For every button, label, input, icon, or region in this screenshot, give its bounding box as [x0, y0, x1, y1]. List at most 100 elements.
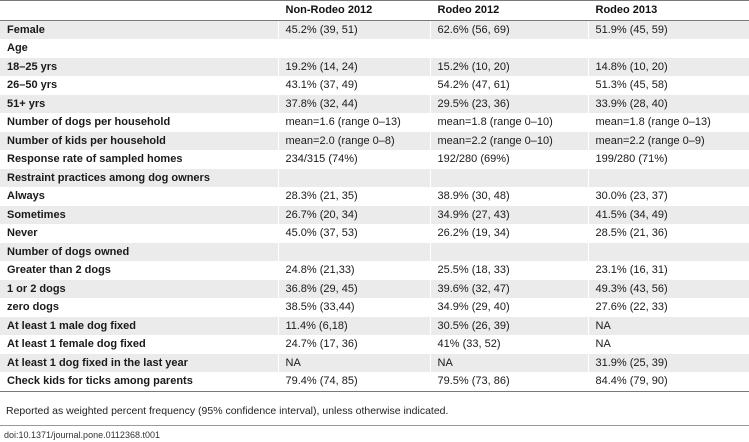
table-row: At least 1 dog fixed in the last year NA N…	[0, 353, 749, 372]
table-row: At least 1 female dog fixed 24.7% (17, 36…	[0, 335, 749, 354]
table-row: 1 or 2 dogs 36.8% (29, 45) 39.6% (32, 47) 4…	[0, 279, 749, 298]
row-label-cell: 26–50 yrs	[0, 76, 278, 95]
value-cell: 24.8% (21,33)	[277, 261, 430, 280]
value-cell: 11.4% (6,18)	[277, 316, 430, 335]
row-label-cell: Greater than 2 dogs	[0, 261, 278, 280]
row-label-cell: Check kids for ticks among parents	[0, 372, 278, 392]
table-row: 51+ yrs 37.8% (32, 44) 29.5% (23, 36) 33.9%…	[0, 94, 749, 113]
value-cell: 30.0% (23, 37)	[587, 187, 749, 206]
value-cell: 28.5% (21, 36)	[587, 224, 749, 243]
value-cell: 84.4% (79, 90)	[587, 372, 749, 392]
table-row: Number of dogs per household mean=1.6 (ra…	[0, 113, 749, 132]
value-cell: 51.9% (45, 59)	[587, 20, 749, 39]
value-cell: 28.3% (21, 35)	[277, 187, 430, 206]
table-row: Never 45.0% (37, 53) 26.2% (19, 34) 28.5% (…	[0, 224, 749, 243]
value-cell: 34.9% (27, 43)	[429, 205, 588, 224]
row-label-cell: Restraint practices among dog owners	[0, 168, 278, 187]
row-label-cell: 51+ yrs	[0, 94, 278, 113]
value-cell	[277, 39, 430, 58]
row-label-cell: At least 1 dog fixed in the last year	[0, 353, 278, 372]
value-cell: 49.3% (43, 56)	[587, 279, 749, 298]
value-cell: 30.5% (26, 39)	[429, 316, 588, 335]
row-label-cell: At least 1 male dog fixed	[0, 316, 278, 335]
row-label-cell: At least 1 female dog fixed	[0, 335, 278, 354]
value-cell: 15.2% (10, 20)	[429, 57, 588, 76]
row-label-cell: Never	[0, 224, 278, 243]
table-row: At least 1 male dog fixed 11.4% (6,18) 30.…	[0, 316, 749, 335]
value-cell: mean=1.8 (range 0–13)	[587, 113, 749, 132]
row-label-cell: Number of kids per household	[0, 131, 278, 150]
value-cell: 26.7% (20, 34)	[277, 205, 430, 224]
table-row: Always 28.3% (21, 35) 38.9% (30, 48) 30.0% …	[0, 187, 749, 206]
table-row: zero dogs 38.5% (33,44) 34.9% (29, 40) 27.6…	[0, 298, 749, 317]
value-cell: 79.4% (74, 85)	[277, 372, 430, 392]
value-cell: mean=1.8 (range 0–10)	[429, 113, 588, 132]
value-cell: mean=2.0 (range 0–8)	[277, 131, 430, 150]
table-row: Greater than 2 dogs 24.8% (21,33) 25.5% (1…	[0, 261, 749, 280]
value-cell	[587, 39, 749, 58]
value-cell: 199/280 (71%)	[587, 150, 749, 169]
value-cell: 38.9% (30, 48)	[429, 187, 588, 206]
value-cell: 38.5% (33,44)	[277, 298, 430, 317]
value-cell: 62.6% (56, 69)	[429, 20, 588, 39]
row-label-cell: Sometimes	[0, 205, 278, 224]
table-row: Age	[0, 39, 749, 58]
value-cell	[587, 168, 749, 187]
value-cell: mean=1.6 (range 0–13)	[277, 113, 430, 132]
value-cell: 79.5% (73, 86)	[429, 372, 588, 392]
value-cell: 41% (33, 52)	[429, 335, 588, 354]
value-cell: 192/280 (69%)	[429, 150, 588, 169]
value-cell: 33.9% (28, 40)	[587, 94, 749, 113]
value-cell: mean=2.2 (range 0–10)	[429, 131, 588, 150]
value-cell: 45.0% (37, 53)	[277, 224, 430, 243]
value-cell: 51.3% (45, 58)	[587, 76, 749, 95]
value-cell: 41.5% (34, 49)	[587, 205, 749, 224]
row-label-cell: zero dogs	[0, 298, 278, 317]
value-cell	[277, 242, 430, 261]
value-cell: 34.9% (29, 40)	[429, 298, 588, 317]
value-cell: 36.8% (29, 45)	[277, 279, 430, 298]
value-cell: NA	[429, 353, 588, 372]
table-row: Female 45.2% (39, 51) 62.6% (56, 69) 51.9% …	[0, 20, 749, 39]
value-cell: 45.2% (39, 51)	[277, 20, 430, 39]
value-cell: 23.1% (16, 31)	[587, 261, 749, 280]
value-cell: 31.9% (25, 39)	[587, 353, 749, 372]
value-cell: NA	[587, 316, 749, 335]
data-table: Non-Rodeo 2012 Rodeo 2012 Rodeo 2013 Fem…	[0, 0, 749, 392]
value-cell: 27.6% (22, 33)	[587, 298, 749, 317]
value-cell: 25.5% (18, 33)	[429, 261, 588, 280]
row-label-cell: Number of dogs owned	[0, 242, 278, 261]
value-cell	[277, 168, 430, 187]
value-cell: 19.2% (14, 24)	[277, 57, 430, 76]
value-cell: 234/315 (74%)	[277, 150, 430, 169]
value-cell: mean=2.2 (range 0–9)	[587, 131, 749, 150]
header-cell-rodeo-2012: Rodeo 2012	[429, 0, 588, 21]
table-row: Check kids for ticks among parents 79.4% …	[0, 372, 749, 392]
value-cell	[587, 242, 749, 261]
table-row: Number of kids per household mean=2.0 (ra…	[0, 131, 749, 150]
row-label-cell: Female	[0, 20, 278, 39]
row-label-cell: Always	[0, 187, 278, 206]
row-label-cell: Response rate of sampled homes	[0, 150, 278, 169]
footer-divider	[0, 425, 749, 426]
header-cell-label	[0, 0, 278, 21]
header-cell-rodeo-2013: Rodeo 2013	[587, 0, 749, 21]
value-cell: 24.7% (17, 36)	[277, 335, 430, 354]
table-footnote: Reported as weighted percent frequency (…	[6, 405, 449, 417]
value-cell: 43.1% (37, 49)	[277, 76, 430, 95]
value-cell	[429, 242, 588, 261]
table-row: 18–25 yrs 19.2% (14, 24) 15.2% (10, 20) 14.…	[0, 57, 749, 76]
value-cell: 14.8% (10, 20)	[587, 57, 749, 76]
row-label-cell: 18–25 yrs	[0, 57, 278, 76]
header-row: Non-Rodeo 2012 Rodeo 2012 Rodeo 2013	[0, 0, 749, 21]
value-cell	[429, 168, 588, 187]
value-cell	[429, 39, 588, 58]
value-cell: 39.6% (32, 47)	[429, 279, 588, 298]
value-cell: NA	[277, 353, 430, 372]
table-row: Number of dogs owned	[0, 242, 749, 261]
value-cell: 26.2% (19, 34)	[429, 224, 588, 243]
table-row: 26–50 yrs 43.1% (37, 49) 54.2% (47, 61) 51.…	[0, 76, 749, 95]
row-label-cell: Number of dogs per household	[0, 113, 278, 132]
value-cell: 37.8% (32, 44)	[277, 94, 430, 113]
